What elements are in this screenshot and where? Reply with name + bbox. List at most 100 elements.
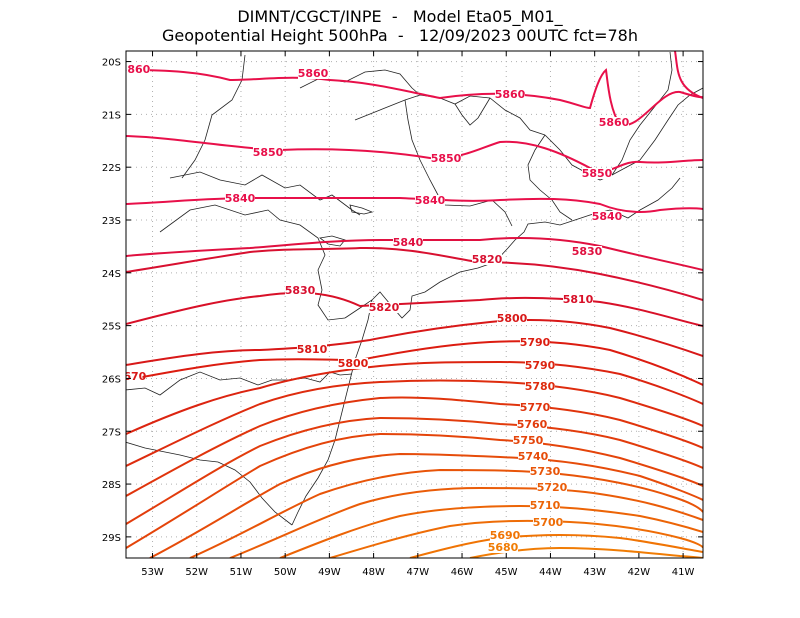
state-border xyxy=(527,134,573,221)
lon-tick-label: 52W xyxy=(185,567,208,578)
lat-tick-label: 27S xyxy=(102,427,121,438)
state-border xyxy=(159,204,346,321)
contour-label-bg xyxy=(537,482,567,493)
contour-label-bg xyxy=(338,358,368,369)
contour-label-bg xyxy=(520,402,550,413)
axis-ticks xyxy=(126,51,703,558)
axis-tick-labels: 53W 52W 51W 50W 49W 48W 47W 46W 45W 44W 43W 42W 41W 2… xyxy=(102,58,695,578)
contour-label-bg xyxy=(592,211,622,222)
contour-label-bg xyxy=(393,237,423,248)
contour-label: 5690 xyxy=(490,529,521,542)
lat-tick-label: 20S xyxy=(102,58,121,69)
contour-label: 5840 xyxy=(415,194,446,207)
lon-tick-label: 48W xyxy=(362,567,385,578)
map-title-line1: DIMNT/CGCT/INPE - Model Eta05_M01_ xyxy=(237,7,563,26)
lon-tick-label: 45W xyxy=(495,567,518,578)
lon-tick-label: 46W xyxy=(451,567,474,578)
contour-label: 5740 xyxy=(518,450,549,463)
contour-label-bg xyxy=(369,302,399,313)
contour-label: 5860 xyxy=(495,88,526,101)
contour-5730 xyxy=(149,452,703,558)
contour-label: 5760 xyxy=(517,418,548,431)
lake xyxy=(349,204,374,215)
lon-tick-label: 47W xyxy=(407,567,430,578)
contour-label: 5840 xyxy=(225,192,256,205)
contour-label: 5840 xyxy=(592,210,623,223)
contour-label-bg xyxy=(530,466,560,477)
lat-tick-label: 25S xyxy=(102,322,121,333)
contour-5800 xyxy=(126,319,703,366)
contour-5740 xyxy=(126,432,703,549)
lat-tick-label: 29S xyxy=(102,533,121,544)
contour-label: 5750 xyxy=(513,434,544,447)
lat-tick-label: 28S xyxy=(102,480,121,491)
contour-label-bg xyxy=(253,147,283,158)
contour-label: 5860 xyxy=(599,116,630,129)
lon-tick-label: 44W xyxy=(539,567,562,578)
contour-label: 5850 xyxy=(431,152,462,165)
contour-label-bg xyxy=(530,500,560,511)
lat-tick-label: 22S xyxy=(102,163,121,174)
contour-label-bg xyxy=(525,381,555,392)
contour-label: 5850 xyxy=(253,146,284,159)
contour-labels: 5860 5860 5860 5860 5850 5850 5850 5840 5840 5840… xyxy=(120,63,630,554)
contour-label: 5830 xyxy=(572,245,603,258)
lat-tick-label: 21S xyxy=(102,110,121,121)
contour-5780 xyxy=(126,360,703,435)
contour-label-bg xyxy=(225,193,255,204)
contour-5710 xyxy=(229,486,703,558)
contour-5860 xyxy=(674,51,703,99)
contour-label: 5830 xyxy=(285,284,316,297)
contour-label: 5730 xyxy=(530,465,561,478)
contour-5820 xyxy=(126,246,703,301)
contour-label: 5810 xyxy=(563,293,594,306)
contour-label: 5710 xyxy=(530,499,561,512)
contour-5770 xyxy=(126,379,703,467)
contour-label-bg xyxy=(525,360,555,371)
contour-5720 xyxy=(189,468,703,558)
contour-label-bg xyxy=(297,344,327,355)
lon-tick-label: 42W xyxy=(628,567,651,578)
lon-tick-label: 41W xyxy=(672,567,695,578)
contour-5850 xyxy=(126,135,703,172)
contour-5790 xyxy=(126,340,703,386)
contour-label: 5820 xyxy=(369,301,400,314)
lake xyxy=(454,97,491,126)
contour-label-bg xyxy=(431,153,461,164)
lat-tick-label: 23S xyxy=(102,216,121,227)
contour-label: 5860 xyxy=(298,67,329,80)
contour-label-bg xyxy=(518,451,548,462)
map-title-line2: Geopotential Height 500hPa - 12/09/2023 … xyxy=(162,26,638,45)
contour-label: 5770 xyxy=(520,401,551,414)
state-border xyxy=(169,171,361,216)
contour-label-bg xyxy=(582,168,612,179)
contour-5860 xyxy=(126,68,703,127)
contour-label: 5850 xyxy=(582,167,613,180)
lon-tick-label: 50W xyxy=(274,567,297,578)
contour-5700 xyxy=(279,504,703,558)
contour-5750 xyxy=(126,416,703,525)
contour-label-bg xyxy=(472,254,502,265)
contour-label-bg xyxy=(126,371,143,382)
contour-5810 xyxy=(126,291,703,327)
contour-label-bg xyxy=(513,435,543,446)
contour-label: 5700 xyxy=(533,516,564,529)
contour-label-bg xyxy=(495,89,525,100)
contour-label-bg xyxy=(533,517,563,528)
contour-label: 5860 xyxy=(120,63,151,76)
contour-label-bg xyxy=(599,117,629,128)
state-border xyxy=(611,51,673,176)
contour-label: 5810 xyxy=(297,343,328,356)
contour-label: 5820 xyxy=(472,253,503,266)
contour-label-bg xyxy=(563,294,593,305)
lon-tick-label: 49W xyxy=(318,567,341,578)
lon-tick-label: 53W xyxy=(141,567,164,578)
contour-label: 5790 xyxy=(525,359,556,372)
contour-label: 5800 xyxy=(497,312,528,325)
contour-5830 xyxy=(126,237,703,271)
lon-tick-label: 51W xyxy=(230,567,253,578)
contour-label: 5800 xyxy=(338,357,369,370)
contour-5680 xyxy=(409,534,703,558)
contour-label-bg xyxy=(572,246,602,257)
